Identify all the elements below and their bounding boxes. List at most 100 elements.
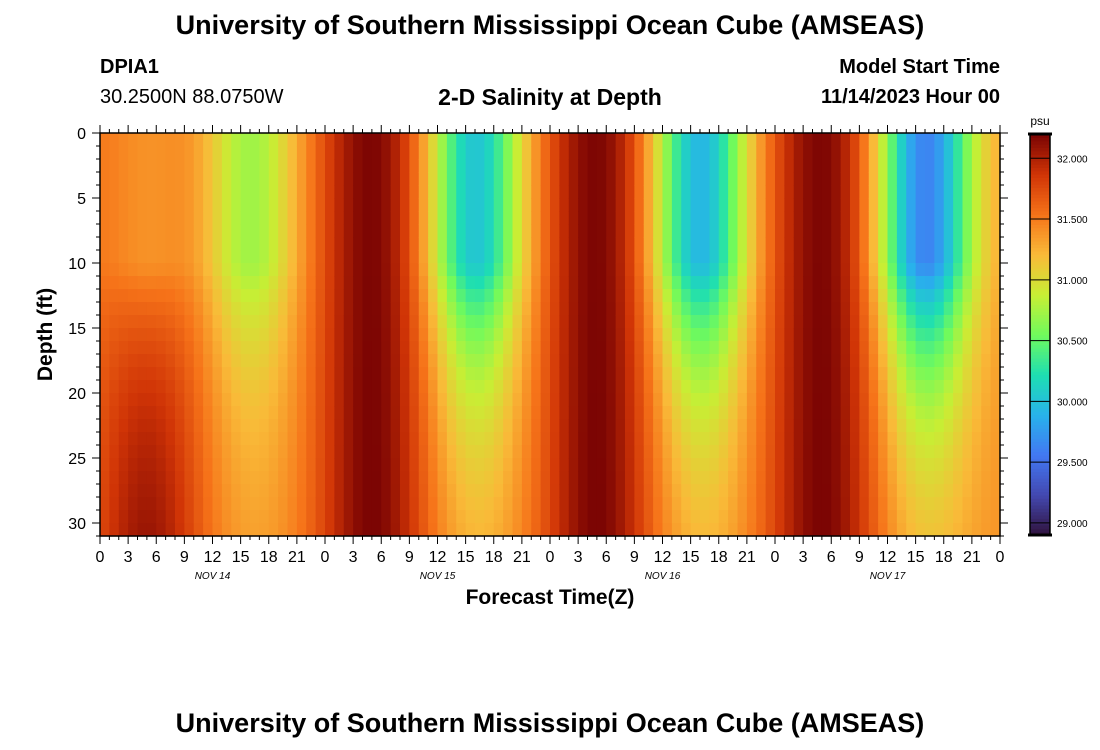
heatmap-cell	[418, 224, 429, 238]
heatmap-cell	[268, 185, 279, 199]
heatmap-cell	[568, 406, 579, 420]
heatmap-cell	[896, 367, 907, 381]
heatmap-cell	[521, 250, 532, 264]
heatmap-cell	[146, 250, 157, 264]
colorbar-segment	[1030, 481, 1050, 486]
heatmap-cell	[990, 185, 1001, 199]
heatmap-cell	[221, 133, 232, 147]
heatmap-cell	[371, 302, 382, 316]
x-tick-label: 12	[204, 549, 222, 566]
heatmap-cell	[409, 172, 420, 186]
heatmap-cell	[315, 471, 326, 485]
heatmap-cell	[128, 406, 139, 420]
heatmap-cell	[353, 237, 364, 251]
heatmap-cell	[943, 302, 954, 316]
heatmap-cell	[296, 198, 307, 212]
heatmap-cell	[221, 458, 232, 472]
heatmap-cell	[193, 510, 204, 524]
heatmap-cell	[943, 172, 954, 186]
heatmap-cell	[953, 146, 964, 160]
heatmap-cell	[878, 276, 889, 290]
heatmap-cell	[578, 250, 589, 264]
heatmap-cell	[165, 224, 176, 238]
heatmap-cell	[746, 445, 757, 459]
colorbar-segment	[1030, 411, 1050, 416]
x-tick-label: 6	[602, 549, 611, 566]
heatmap-cell	[934, 471, 945, 485]
colorbar-tick-label: 29.000	[1057, 519, 1088, 530]
heatmap-cell	[671, 159, 682, 173]
heatmap-cell	[531, 211, 542, 225]
heatmap-cell	[625, 406, 635, 420]
heatmap-cell	[962, 315, 973, 329]
heatmap-cell	[315, 172, 326, 186]
heatmap-cell	[418, 380, 429, 394]
heatmap-cell	[840, 159, 851, 173]
heatmap-cell	[531, 133, 542, 147]
heatmap-cell	[643, 315, 654, 329]
heatmap-cell	[906, 354, 917, 368]
heatmap-cell	[240, 263, 251, 277]
heatmap-cell	[278, 341, 289, 355]
heatmap-cell	[146, 380, 157, 394]
heatmap-cell	[643, 224, 654, 238]
heatmap-cell	[587, 445, 598, 459]
heatmap-cell	[550, 198, 560, 212]
heatmap-cell	[400, 354, 410, 368]
heatmap-cell	[165, 146, 176, 160]
heatmap-cell	[175, 250, 185, 264]
colorbar-segment	[1030, 301, 1050, 306]
heatmap-cell	[484, 458, 495, 472]
heatmap-cell	[371, 341, 382, 355]
heatmap-cell	[775, 315, 785, 329]
heatmap-cell	[868, 341, 879, 355]
heatmap-cell	[203, 523, 214, 537]
heatmap-cell	[446, 458, 457, 472]
heatmap-cell	[709, 380, 720, 394]
heatmap-cell	[943, 393, 954, 407]
heatmap-cell	[512, 354, 523, 368]
heatmap-cell	[128, 172, 139, 186]
heatmap-cell	[990, 354, 1001, 368]
heatmap-cell	[765, 419, 776, 433]
heatmap-cell	[746, 302, 757, 316]
heatmap-cell	[746, 237, 757, 251]
heatmap-cell	[296, 367, 307, 381]
heatmap-cell	[353, 419, 364, 433]
heatmap-cell	[671, 289, 682, 303]
heatmap-cell	[943, 146, 954, 160]
heatmap-cell	[803, 510, 814, 524]
heatmap-cell	[981, 367, 992, 381]
y-tick-label: 25	[68, 451, 86, 468]
heatmap-cell	[184, 276, 195, 290]
heatmap-cell	[315, 380, 326, 394]
heatmap-cell	[850, 276, 860, 290]
heatmap-cell	[334, 380, 345, 394]
heatmap-cell	[756, 406, 767, 420]
heatmap-cell	[418, 445, 429, 459]
colorbar-segment	[1030, 414, 1050, 419]
colorbar-segment	[1030, 424, 1050, 429]
heatmap-cell	[390, 471, 401, 485]
heatmap-cell	[343, 328, 354, 342]
heatmap-cell	[287, 302, 298, 316]
heatmap-cell	[756, 341, 767, 355]
heatmap-cell	[390, 237, 401, 251]
heatmap-cell	[943, 523, 954, 537]
heatmap-cell	[831, 328, 842, 342]
heatmap-cell	[662, 510, 673, 524]
heatmap-cell	[165, 302, 176, 316]
heatmap-cell	[456, 497, 467, 511]
heatmap-cell	[568, 146, 579, 160]
heatmap-cell	[418, 497, 429, 511]
heatmap-cell	[896, 497, 907, 511]
heatmap-cell	[418, 432, 429, 446]
heatmap-cell	[934, 523, 945, 537]
heatmap-cell	[953, 159, 964, 173]
heatmap-cell	[118, 432, 129, 446]
heatmap-cell	[784, 471, 795, 485]
heatmap-cell	[634, 497, 645, 511]
heatmap-cell	[531, 419, 542, 433]
heatmap-cell	[587, 328, 598, 342]
heatmap-cell	[278, 328, 289, 342]
